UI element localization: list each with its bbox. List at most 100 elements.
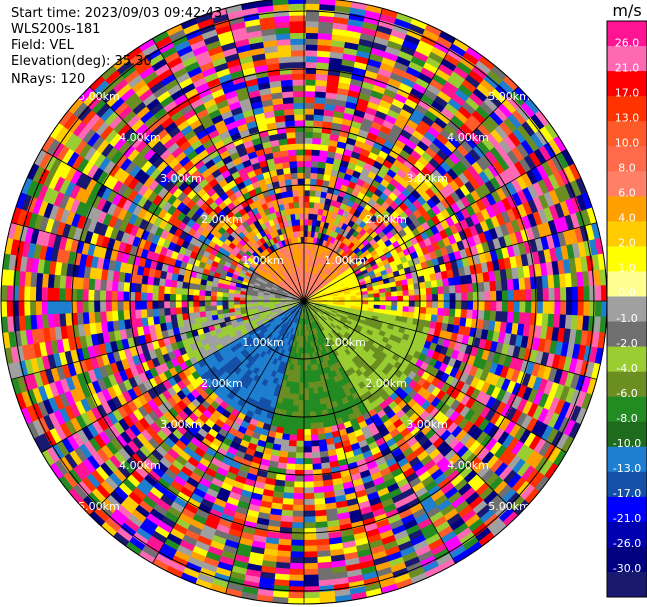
ppi-gate xyxy=(408,306,415,314)
ppi-gate xyxy=(304,9,322,16)
ppi-gate xyxy=(514,161,528,178)
ppi-gate xyxy=(377,130,390,141)
ppi-gate xyxy=(571,286,579,303)
ppi-gate xyxy=(313,274,318,281)
ppi-gate xyxy=(524,312,532,327)
ppi-gate xyxy=(415,124,429,137)
ppi-gate xyxy=(313,267,317,274)
ppi-gate xyxy=(539,351,550,368)
ppi-gate xyxy=(477,282,485,294)
ppi-gate xyxy=(496,301,503,313)
ppi-gate xyxy=(391,296,398,302)
ppi-gate xyxy=(311,149,321,157)
ppi-gate xyxy=(581,209,592,228)
ppi-gate xyxy=(322,283,329,289)
ppi-gate xyxy=(446,48,465,63)
ppi-gate xyxy=(548,138,563,158)
ppi-gate xyxy=(419,288,427,296)
ppi-gate xyxy=(318,15,336,24)
ppi-gate xyxy=(585,224,596,243)
ppi-gate xyxy=(447,119,462,134)
ppi-gate xyxy=(328,271,335,278)
ppi-gate xyxy=(451,93,467,108)
ppi-gate xyxy=(35,285,43,301)
ppi-gate xyxy=(317,277,323,283)
ppi-gate xyxy=(365,106,379,117)
ppi-gate xyxy=(461,257,470,269)
ppi-gate xyxy=(362,294,369,299)
ppi-gate xyxy=(304,160,313,168)
ppi-gate xyxy=(309,428,319,436)
ppi-gate xyxy=(417,319,426,328)
ppi-gate xyxy=(308,293,314,298)
ppi-gate xyxy=(446,269,455,280)
ppi-gate xyxy=(313,108,326,116)
ppi-gate xyxy=(495,280,503,293)
ppi-gate xyxy=(546,158,560,176)
ppi-gate xyxy=(301,591,320,599)
ppi-gate xyxy=(469,92,485,108)
ppi-gate xyxy=(461,301,468,311)
ppi-gate xyxy=(477,123,492,139)
ppi-gate xyxy=(432,73,449,87)
ppi-gate xyxy=(519,289,526,303)
ppi-gate xyxy=(554,287,561,303)
ppi-gate xyxy=(487,69,505,86)
ppi-gate xyxy=(490,290,497,303)
ppi-gate xyxy=(368,95,383,106)
ppi-gate xyxy=(340,267,347,274)
ppi-gate xyxy=(311,160,320,168)
ppi-gate xyxy=(134,308,142,319)
ppi-gate xyxy=(470,213,481,227)
ppi-gate xyxy=(324,276,331,282)
ppi-gate xyxy=(323,174,332,182)
ppi-gate xyxy=(380,7,400,20)
ppi-gate xyxy=(497,156,511,173)
ppi-gate xyxy=(436,133,450,147)
ppi-gate xyxy=(543,142,558,160)
ppi-gate xyxy=(456,144,470,158)
ppi-gate xyxy=(465,204,477,218)
ppi-gate xyxy=(364,137,377,148)
ppi-gate xyxy=(493,269,502,283)
ppi-gate xyxy=(347,282,355,287)
ppi-gate xyxy=(420,135,434,148)
ppi-gate xyxy=(140,308,148,319)
ppi-gate xyxy=(292,487,304,494)
ppi-gate xyxy=(430,280,438,289)
ppi-gate xyxy=(347,257,355,265)
ppi-gate xyxy=(488,270,496,283)
ppi-gate xyxy=(498,236,508,250)
ppi-gate xyxy=(514,334,524,349)
ppi-gate xyxy=(521,215,533,231)
ppi-gate xyxy=(64,299,72,314)
ppi-gate xyxy=(469,225,479,238)
ppi-gate xyxy=(575,177,588,197)
ppi-gate xyxy=(365,4,385,15)
ppi-gate xyxy=(565,287,573,303)
ppi-gate xyxy=(366,132,379,142)
ppi-gate xyxy=(365,64,382,75)
ppi-gate xyxy=(345,255,353,263)
ppi-gate xyxy=(508,333,518,348)
ppi-gate xyxy=(309,301,316,303)
ppi-gate xyxy=(318,287,324,292)
ppi-gate xyxy=(498,121,514,138)
ppi-gate xyxy=(311,225,317,232)
ppi-gate xyxy=(304,283,306,290)
ppi-gate xyxy=(461,101,478,116)
ppi-gate xyxy=(370,47,387,58)
ppi-gate xyxy=(358,153,370,163)
ppi-gate xyxy=(316,62,331,70)
ppi-gate xyxy=(445,194,457,207)
ppi-gate xyxy=(444,261,453,272)
ppi-gate xyxy=(455,301,462,311)
ppi-gate xyxy=(332,276,339,283)
ppi-gate xyxy=(308,207,315,215)
ppi-gate xyxy=(306,290,310,296)
ppi-gate xyxy=(325,92,339,100)
ppi-gate xyxy=(545,261,554,278)
ppi-gate xyxy=(325,277,332,283)
ppi-gate xyxy=(362,259,371,267)
ppi-gate xyxy=(465,96,482,112)
